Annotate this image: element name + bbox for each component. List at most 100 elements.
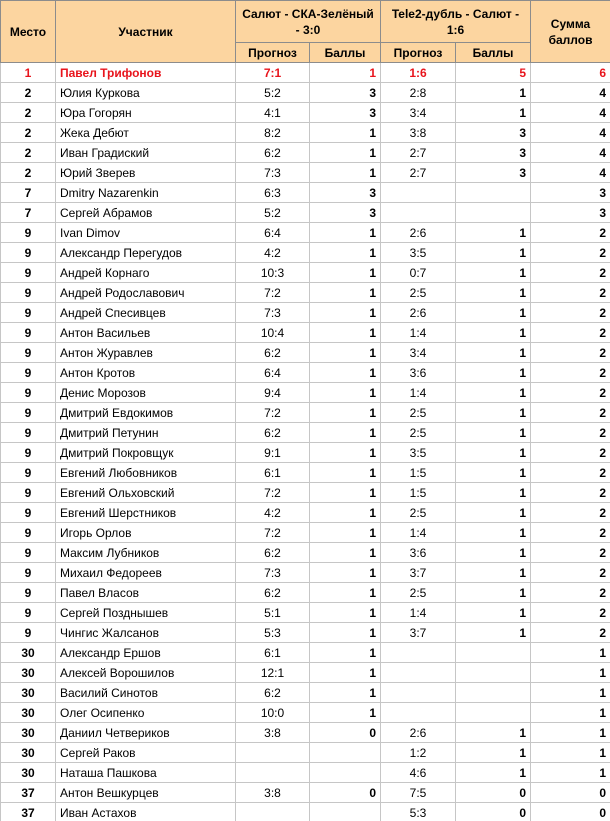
total-cell: 4 xyxy=(530,122,610,143)
table-row: 2 Юрий Зверев 7:3 1 2:7 3 4 xyxy=(0,162,610,183)
table-row: 30 Александр Ершов 6:1 1 1 xyxy=(0,642,610,663)
header-match: Салют - СКА-Зелёный - 3:0 xyxy=(235,0,381,43)
forecast-cell xyxy=(380,682,456,703)
forecast-cell: 6:1 xyxy=(235,642,310,663)
total-cell: 2 xyxy=(530,382,610,403)
place-cell: 9 xyxy=(0,302,56,323)
forecast-cell: 0:7 xyxy=(380,262,456,283)
table-row: 9 Евгений Шерстников 4:2 1 2:5 1 2 xyxy=(0,502,610,523)
points-cell: 3 xyxy=(454,142,532,163)
points-cell: 1 xyxy=(309,362,381,383)
place-cell: 9 xyxy=(0,522,56,543)
total-cell: 0 xyxy=(530,802,610,821)
table-row: 2 Жека Дебют 8:2 1 3:8 3 4 xyxy=(0,122,610,143)
forecast-cell: 7:2 xyxy=(235,402,310,423)
points-cell: 1 xyxy=(309,222,381,243)
forecast-cell xyxy=(235,742,310,763)
forecast-cell: 7:1 xyxy=(235,62,310,83)
place-cell: 2 xyxy=(0,162,56,183)
forecast-cell: 10:0 xyxy=(235,702,310,723)
points-cell: 3 xyxy=(454,122,532,143)
forecast-cell: 2:5 xyxy=(380,282,456,303)
total-cell: 2 xyxy=(530,622,610,643)
participant-cell: Максим Лубников xyxy=(55,542,236,563)
forecast-cell: 7:2 xyxy=(235,522,310,543)
participant-cell: Ivan Dimov xyxy=(55,222,236,243)
points-cell: 1 xyxy=(309,642,381,663)
place-cell: 9 xyxy=(0,462,56,483)
participant-cell: Сергей Абрамов xyxy=(55,202,236,223)
place-cell: 9 xyxy=(0,542,56,563)
points-cell: 1 xyxy=(454,102,532,123)
place-cell: 9 xyxy=(0,602,56,623)
participant-cell: Даниил Четвериков xyxy=(55,722,236,743)
participant-cell: Александр Перегудов xyxy=(55,242,236,263)
forecast-cell: 5:1 xyxy=(235,602,310,623)
forecast-cell: 7:3 xyxy=(235,162,310,183)
participant-cell: Денис Морозов xyxy=(55,382,236,403)
place-cell: 7 xyxy=(0,202,56,223)
header-forecast: Прогноз xyxy=(235,42,310,63)
forecast-cell: 3:6 xyxy=(380,362,456,383)
points-cell: 1 xyxy=(454,602,532,623)
forecast-cell xyxy=(380,202,456,223)
points-cell: 1 xyxy=(309,262,381,283)
points-cell: 1 xyxy=(309,502,381,523)
place-cell: 30 xyxy=(0,682,56,703)
points-cell: 1 xyxy=(309,702,381,723)
participant-cell: Антон Кротов xyxy=(55,362,236,383)
forecast-cell: 3:8 xyxy=(380,122,456,143)
total-cell: 2 xyxy=(530,342,610,363)
participant-cell: Евгений Ольховский xyxy=(55,482,236,503)
table-row: 9 Сергей Позднышев 5:1 1 1:4 1 2 xyxy=(0,602,610,623)
points-cell: 1 xyxy=(309,302,381,323)
points-cell xyxy=(454,182,532,203)
participant-cell: Жека Дебют xyxy=(55,122,236,143)
table-row: 9 Антон Журавлев 6:2 1 3:4 1 2 xyxy=(0,342,610,363)
table-row: 9 Ivan Dimov 6:4 1 2:6 1 2 xyxy=(0,222,610,243)
points-cell: 1 xyxy=(309,462,381,483)
table-row: 9 Павел Власов 6:2 1 2:5 1 2 xyxy=(0,582,610,603)
forecast-cell: 6:3 xyxy=(235,182,310,203)
header-match: Tele2-дубль - Салют - 1:6 xyxy=(379,0,532,43)
points-cell: 3 xyxy=(454,162,532,183)
table-row: 30 Василий Синотов 6:2 1 1 xyxy=(0,682,610,703)
table-row: 9 Денис Морозов 9:4 1 1:4 1 2 xyxy=(0,382,610,403)
forecast-cell: 1:6 xyxy=(380,62,456,83)
participant-cell: Антон Журавлев xyxy=(55,342,236,363)
forecast-cell: 4:2 xyxy=(235,242,310,263)
table-row: 37 Антон Вешкурцев 3:8 0 7:5 0 0 xyxy=(0,782,610,803)
forecast-cell: 2:6 xyxy=(380,722,456,743)
forecast-cell: 6:2 xyxy=(235,142,310,163)
place-cell: 30 xyxy=(0,742,56,763)
forecast-cell: 6:2 xyxy=(235,542,310,563)
participant-cell: Дмитрий Евдокимов xyxy=(55,402,236,423)
participant-cell: Андрей Корнаго xyxy=(55,262,236,283)
place-cell: 30 xyxy=(0,762,56,783)
forecast-cell: 6:4 xyxy=(235,362,310,383)
total-cell: 4 xyxy=(530,82,610,103)
header-forecast: Прогноз xyxy=(380,42,456,63)
points-cell: 1 xyxy=(454,462,532,483)
forecast-cell xyxy=(380,642,456,663)
points-cell xyxy=(309,742,381,763)
participant-cell: Юра Гогорян xyxy=(55,102,236,123)
participant-cell: Олег Осипенко xyxy=(55,702,236,723)
forecast-cell: 9:1 xyxy=(235,442,310,463)
participant-cell: Михаил Федореев xyxy=(55,562,236,583)
place-cell: 9 xyxy=(0,382,56,403)
points-cell: 1 xyxy=(309,122,381,143)
points-cell: 3 xyxy=(309,202,381,223)
participant-cell: Иван Градиский xyxy=(55,142,236,163)
total-cell: 2 xyxy=(530,282,610,303)
table-row: 9 Антон Кротов 6:4 1 3:6 1 2 xyxy=(0,362,610,383)
participant-cell: Василий Синотов xyxy=(55,682,236,703)
points-cell: 1 xyxy=(454,82,532,103)
forecast-cell: 3:7 xyxy=(380,562,456,583)
total-cell: 1 xyxy=(530,642,610,663)
participant-cell: Чингис Жалсанов xyxy=(55,622,236,643)
forecast-cell: 10:3 xyxy=(235,262,310,283)
points-cell xyxy=(454,202,532,223)
forecast-cell: 2:8 xyxy=(380,82,456,103)
forecast-cell: 1:2 xyxy=(380,742,456,763)
